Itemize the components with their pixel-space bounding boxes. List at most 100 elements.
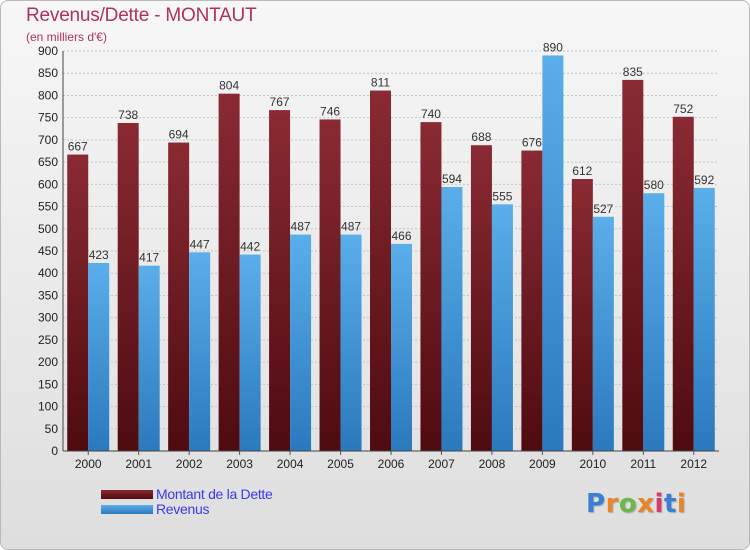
- data-label-dette: 676: [522, 136, 542, 150]
- bar-revenus: [441, 187, 463, 451]
- bar-revenus: [391, 243, 412, 451]
- data-label-revenus: 890: [543, 40, 563, 54]
- x-tick-label: 2007: [428, 457, 455, 471]
- legend-swatch-revenus: [101, 505, 153, 514]
- data-label-revenus: 592: [694, 173, 714, 187]
- bar-dette: [319, 119, 341, 451]
- y-tick-label: 50: [45, 422, 59, 436]
- y-tick-label: 600: [38, 177, 58, 191]
- bar-revenus: [491, 204, 513, 451]
- logo-letter: o: [618, 489, 638, 519]
- data-label-revenus: 594: [442, 172, 462, 186]
- bar-dette: [420, 122, 442, 451]
- x-tick-label: 2008: [479, 457, 506, 471]
- y-tick-label: 850: [38, 66, 58, 80]
- proxiti-logo: Proxiti: [586, 489, 686, 519]
- bar-dette: [521, 150, 543, 452]
- chart-title: Revenus/Dette - MONTAUT: [26, 5, 257, 26]
- bar-dette: [117, 123, 139, 451]
- bar-revenus: [239, 254, 261, 451]
- data-label-dette: 667: [68, 140, 88, 154]
- chart-subtitle: (en milliers d'€): [26, 30, 107, 44]
- data-label-dette: 738: [118, 108, 138, 122]
- x-tick-label: 2011: [630, 457, 656, 471]
- logo-letter: x: [637, 489, 655, 519]
- data-label-dette: 688: [471, 130, 491, 144]
- bar-revenus: [138, 265, 160, 451]
- y-tick-label: 300: [38, 311, 58, 325]
- bar-revenus: [290, 234, 312, 451]
- data-label-revenus: 555: [492, 189, 512, 203]
- data-label-dette: 804: [219, 79, 239, 93]
- data-label-revenus: 417: [139, 251, 159, 265]
- data-labels: 667 423 738 417 694 447 804 442 767 487 746 487 811 4…: [68, 40, 715, 264]
- bar-dette: [67, 154, 89, 452]
- x-tick-label: 2000: [75, 457, 102, 471]
- data-label-dette: 752: [673, 102, 693, 116]
- bar-revenus: [542, 55, 564, 451]
- y-tick-label: 450: [38, 244, 58, 258]
- x-tick-label: 2001: [125, 457, 152, 471]
- logo-letter: t: [663, 489, 677, 519]
- data-label-dette: 835: [623, 65, 643, 79]
- data-label-revenus: 580: [644, 178, 664, 192]
- data-label-revenus: 487: [341, 220, 361, 234]
- bars: [67, 55, 715, 452]
- bar-revenus: [592, 216, 614, 451]
- bar-dette: [571, 179, 593, 451]
- bar-dette: [622, 79, 644, 451]
- logo-letter: i: [654, 489, 664, 519]
- y-tick-label: 700: [38, 133, 58, 147]
- bar-dette: [218, 93, 240, 452]
- logo-letter: P: [586, 489, 606, 519]
- data-label-revenus: 442: [240, 240, 260, 254]
- logo-letter: r: [605, 489, 619, 519]
- x-axis-ticks: 2000 2001 2002 2003 2004 2005 2006 2007 2008 2009…: [75, 451, 707, 471]
- bar-revenus: [340, 234, 362, 451]
- data-label-dette: 811: [371, 76, 390, 90]
- y-tick-label: 0: [51, 444, 58, 458]
- data-label-dette: 767: [270, 95, 290, 109]
- x-tick-label: 2004: [277, 457, 304, 471]
- bar-revenus: [88, 263, 110, 451]
- data-label-revenus: 423: [89, 248, 109, 262]
- data-label-dette: 612: [572, 164, 592, 178]
- x-tick-label: 2012: [680, 457, 707, 471]
- x-tick-label: 2006: [378, 457, 405, 471]
- y-tick-label: 550: [38, 200, 58, 214]
- data-label-revenus: 466: [391, 229, 411, 243]
- legend-label-revenus: Revenus: [156, 501, 210, 517]
- bar-dette: [672, 116, 694, 452]
- data-label-dette: 694: [169, 128, 189, 142]
- data-label-dette: 740: [421, 107, 441, 121]
- y-tick-label: 400: [38, 266, 58, 280]
- y-tick-label: 350: [38, 288, 58, 302]
- x-tick-label: 2002: [176, 457, 203, 471]
- axes: [62, 51, 719, 452]
- y-axis-ticks: 0 50 100 150 200 250 300 350 400 450 500 550 600 650 7…: [38, 44, 58, 458]
- y-tick-label: 150: [38, 377, 58, 391]
- y-tick-label: 100: [38, 400, 58, 414]
- data-label-revenus: 527: [593, 202, 613, 216]
- bar-dette: [168, 142, 190, 452]
- x-tick-label: 2010: [579, 457, 606, 471]
- x-tick-label: 2003: [226, 457, 253, 471]
- data-label-revenus: 487: [291, 220, 311, 234]
- y-tick-label: 750: [38, 111, 58, 125]
- y-tick-label: 500: [38, 222, 58, 236]
- logo-letter: i: [676, 489, 687, 519]
- y-tick-label: 900: [38, 44, 58, 58]
- x-tick-label: 2005: [327, 457, 354, 471]
- x-tick-label: 2009: [529, 457, 556, 471]
- y-tick-label: 250: [38, 333, 58, 347]
- legend-label-dette: Montant de la Dette: [156, 486, 273, 502]
- y-tick-label: 650: [38, 155, 58, 169]
- bar-dette: [470, 145, 492, 451]
- data-label-revenus: 447: [190, 237, 210, 251]
- y-tick-label: 200: [38, 355, 58, 369]
- data-label-dette: 746: [320, 104, 340, 118]
- bar-dette: [370, 90, 391, 452]
- bar-revenus: [643, 193, 665, 451]
- bar-dette: [269, 110, 291, 451]
